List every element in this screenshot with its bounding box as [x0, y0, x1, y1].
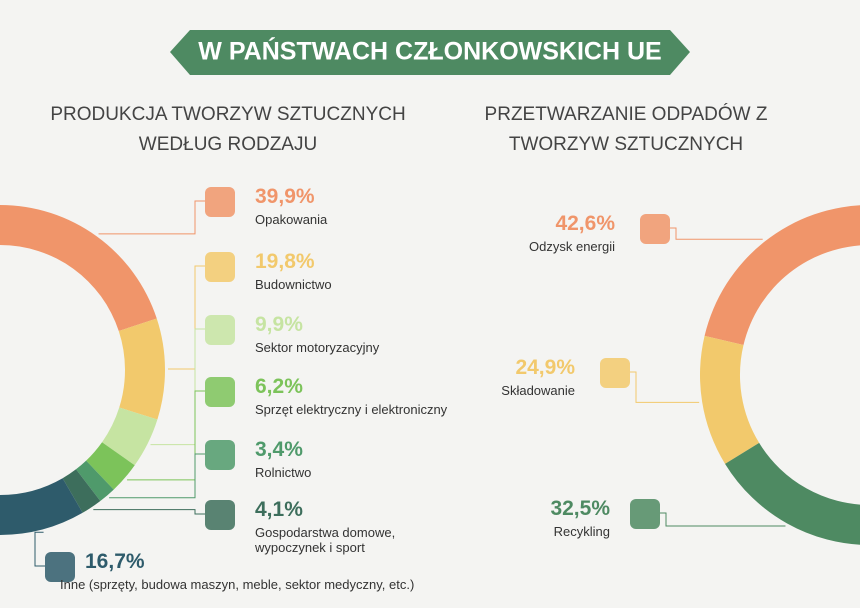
icon — [640, 214, 670, 244]
leader-line — [127, 390, 205, 481]
donut-segment — [704, 205, 860, 346]
chart-title: PRZETWARZANIE ODPADÓW Z TWORZYW SZTUCZNY… — [484, 104, 768, 155]
icon — [205, 252, 235, 282]
header-title: W PAŃSTWACH CZŁONKOWSKICH UE — [198, 37, 661, 66]
icon — [205, 377, 235, 407]
category-label: Sprzęt elektryczny i elektroniczny — [255, 402, 448, 417]
category-label: Budownictwo — [255, 277, 332, 292]
leader-line — [93, 509, 205, 515]
donut-segment — [0, 205, 157, 331]
value-label: 4,1% — [255, 498, 303, 521]
icon — [600, 358, 630, 388]
category-label: Opakowania — [255, 212, 328, 227]
donut-segment — [62, 469, 101, 513]
category-label: Inne (sprzęty, budowa maszyn, meble, sek… — [60, 577, 415, 592]
category-label: Rolnictwo — [255, 465, 312, 480]
icon — [205, 315, 235, 345]
category-label: Składowanie — [501, 383, 575, 398]
donut-segment — [86, 442, 135, 490]
leader-line — [98, 200, 205, 235]
value-label: 16,7% — [85, 550, 145, 573]
donut-segment — [0, 478, 83, 535]
icon — [630, 499, 660, 529]
category-label: Recykling — [553, 524, 610, 539]
value-label: 32,5% — [550, 497, 610, 520]
icon — [205, 500, 235, 530]
leader-line — [670, 227, 763, 240]
leader-line — [109, 453, 205, 499]
value-label: 19,8% — [255, 250, 315, 273]
category-label: Odzysk energii — [529, 239, 615, 254]
leader-line — [630, 371, 700, 403]
chart-title: PRODUKCJA TWORZYW SZTUCZNYCH WEDŁUG RODZ… — [50, 104, 406, 155]
donut-segment — [700, 335, 760, 464]
leader-line — [34, 531, 45, 567]
icon — [205, 440, 235, 470]
leader-line — [150, 328, 205, 446]
leader-line — [167, 265, 205, 370]
donut-segment — [118, 318, 165, 420]
value-label: 6,2% — [255, 375, 303, 398]
leader-line — [660, 512, 786, 527]
value-label: 39,9% — [255, 185, 315, 208]
value-label: 42,6% — [555, 212, 615, 235]
category-label: Gospodarstwa domowe, wypoczynek i sport — [255, 525, 396, 555]
category-label: Sektor motoryzacyjny — [255, 340, 380, 355]
header-banner — [170, 30, 690, 75]
donut-segment — [725, 442, 860, 545]
value-label: 9,9% — [255, 313, 303, 336]
donut-segment — [75, 460, 114, 502]
value-label: 3,4% — [255, 438, 303, 461]
icon — [45, 552, 75, 582]
value-label: 24,9% — [515, 356, 575, 379]
icon — [205, 187, 235, 217]
donut-segment — [102, 407, 158, 466]
